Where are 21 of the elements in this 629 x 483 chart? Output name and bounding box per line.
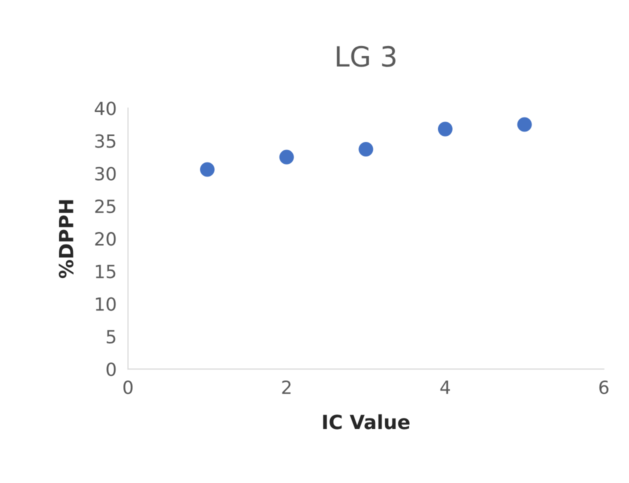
y-axis-title: %DPPH — [58, 200, 74, 278]
y-tick-label: 10 — [96, 297, 116, 311]
x-tick-label: 6 — [599, 380, 608, 394]
point — [517, 117, 532, 132]
x-axis-title: IC Value — [323, 414, 410, 430]
point — [279, 150, 294, 164]
y-tick-label: 15 — [96, 264, 116, 278]
chart-title: LG 3 — [336, 46, 396, 67]
y-tick-label: 25 — [95, 199, 116, 214]
x-tick-label: 2 — [282, 380, 291, 394]
y-tick-label: 35 — [95, 134, 116, 148]
y-tick-label: 0 — [106, 362, 116, 376]
y-tick-label: 30 — [95, 166, 116, 181]
point — [438, 122, 453, 136]
x-tick-label: 4 — [440, 380, 450, 394]
y-tick-label: 40 — [94, 102, 116, 116]
point — [200, 162, 215, 177]
y-tick-label: 20 — [95, 232, 116, 246]
y-tick-label: 5 — [106, 330, 116, 344]
x-tick-label: 0 — [123, 380, 133, 394]
point — [358, 142, 374, 157]
